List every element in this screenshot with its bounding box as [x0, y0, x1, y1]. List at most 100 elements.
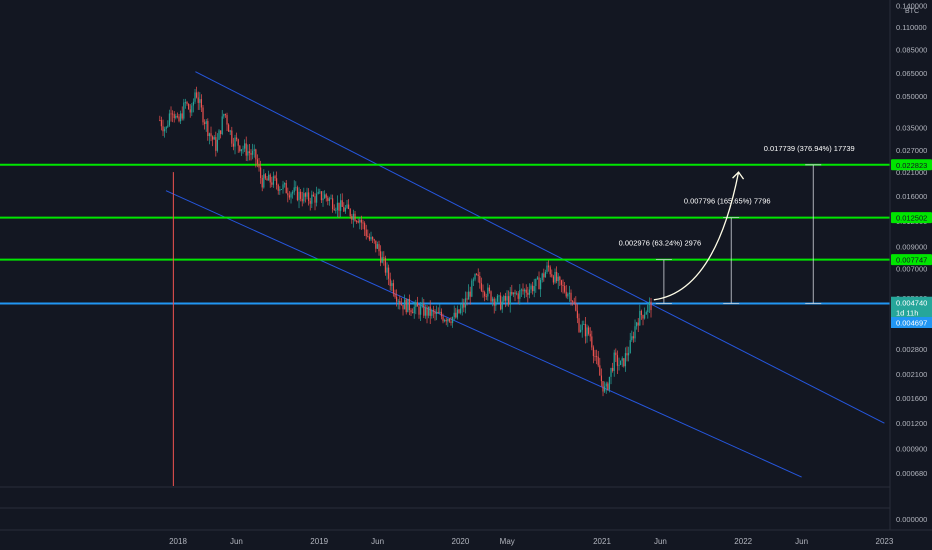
- price-axis-background[interactable]: [890, 0, 932, 550]
- candle-body: [437, 311, 439, 314]
- candle-body: [320, 191, 323, 201]
- candle-body: [392, 283, 395, 294]
- candle-body: [477, 274, 479, 277]
- candle-body: [170, 113, 172, 115]
- candle-body: [269, 174, 271, 183]
- candle-body: [176, 115, 179, 117]
- candle-body: [256, 159, 259, 165]
- candle-body: [284, 183, 286, 185]
- y-tick-label: 0.007000: [896, 265, 927, 274]
- candle-body: [231, 130, 233, 144]
- candle-body: [645, 312, 647, 315]
- candle-body: [376, 244, 379, 249]
- y-tick-label: 0.027000: [896, 146, 927, 155]
- candle-body: [556, 271, 558, 282]
- candle-body: [431, 310, 433, 316]
- candle-body: [253, 149, 255, 151]
- candle-body: [258, 164, 260, 168]
- x-tick-label: 2020: [452, 537, 470, 546]
- candle-body: [396, 296, 398, 302]
- candle-body: [413, 306, 415, 314]
- candle-body: [229, 130, 231, 132]
- candle-body: [335, 210, 337, 211]
- candle-body: [474, 274, 476, 280]
- candle-body: [471, 280, 473, 297]
- y-tick-label: 0.035000: [896, 123, 927, 132]
- candle-body: [428, 306, 430, 316]
- candle-body: [186, 101, 188, 104]
- candle-body: [504, 296, 507, 301]
- candle-body: [575, 303, 577, 311]
- channel-upper-line: [195, 71, 885, 424]
- candle-body: [164, 128, 166, 132]
- candle-body: [623, 358, 625, 367]
- candle-body: [636, 322, 638, 327]
- y-tick-label: 0.000900: [896, 444, 927, 453]
- candle-body: [194, 92, 196, 102]
- x-tick-label: 2019: [310, 537, 328, 546]
- candle-body: [359, 219, 361, 223]
- candle-body: [421, 304, 423, 307]
- candle-body: [560, 280, 563, 285]
- candle-body: [399, 300, 401, 305]
- candle-body: [311, 194, 313, 204]
- candle-body: [418, 306, 420, 315]
- candle-body: [434, 311, 436, 314]
- level-price-tag: 0.022823: [896, 161, 927, 170]
- candle-body: [384, 258, 387, 273]
- candle-body: [490, 291, 492, 302]
- y-tick-label: 0.000680: [896, 469, 927, 478]
- candle-body: [415, 302, 417, 307]
- candle-body: [332, 198, 334, 210]
- measurements-layer: 0.002976 (63.24%) 2976 0.007796 (165.65%)…: [619, 144, 855, 304]
- candle-body: [381, 257, 383, 263]
- candle-body: [488, 287, 491, 292]
- candle-body: [327, 197, 329, 202]
- x-tick-label: 2023: [876, 537, 894, 546]
- measure-label: 0.017739 (376.94%) 17739: [764, 144, 855, 153]
- candle-body: [480, 283, 483, 291]
- candle-body: [252, 150, 254, 155]
- candle-body: [416, 302, 419, 307]
- candle-body: [487, 287, 489, 297]
- channel-lower-line: [165, 190, 802, 478]
- candle-body: [212, 136, 214, 140]
- candles-layer: [159, 86, 652, 486]
- measure-label: 0.007796 (165.65%) 7796: [684, 197, 771, 206]
- candle-body: [524, 289, 526, 292]
- candle-body: [260, 167, 262, 179]
- candle-body: [442, 316, 444, 322]
- candle-body: [540, 279, 542, 290]
- candle-body: [631, 336, 633, 341]
- candle-body: [282, 184, 284, 190]
- candle-body: [368, 236, 371, 240]
- x-tick-label: 2021: [593, 537, 611, 546]
- y-tick-label: 0.016000: [896, 192, 927, 201]
- x-tick-label: Jun: [654, 537, 667, 546]
- candle-body: [303, 193, 305, 202]
- candle-body: [300, 191, 302, 199]
- candle-body: [642, 315, 644, 319]
- candle-body: [511, 291, 513, 295]
- candle-body: [610, 367, 612, 377]
- candle-body: [535, 278, 537, 287]
- candle-body: [290, 193, 292, 198]
- candle-body: [188, 103, 190, 110]
- candle-body: [616, 355, 619, 366]
- candle-body: [573, 301, 575, 304]
- candle-body: [514, 292, 516, 295]
- candle-body: [181, 113, 183, 119]
- candle-body: [237, 139, 239, 146]
- candle-body: [599, 365, 601, 376]
- candle-body: [248, 151, 251, 154]
- candle-body: [439, 311, 441, 314]
- candle-body: [268, 174, 270, 181]
- candle-body: [602, 381, 604, 392]
- candle-body: [639, 310, 641, 326]
- candle-body: [440, 311, 443, 317]
- candle-body: [391, 283, 393, 286]
- candle-body: [165, 126, 167, 129]
- last-price-tag: 0.004740: [896, 299, 927, 308]
